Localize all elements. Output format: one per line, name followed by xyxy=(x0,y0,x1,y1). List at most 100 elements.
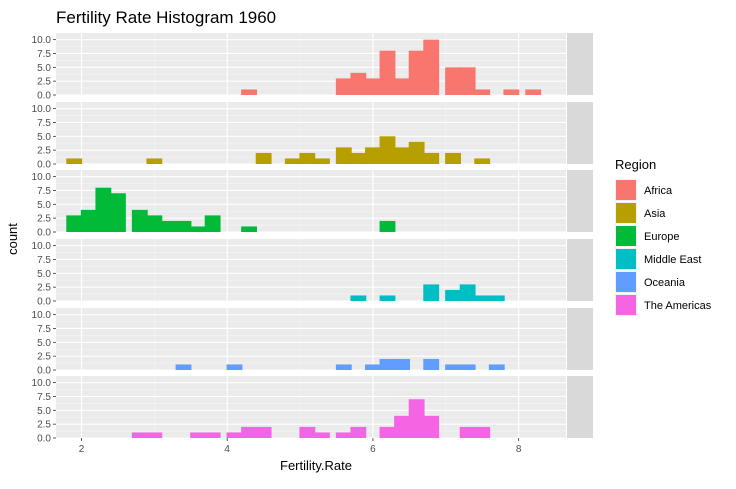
bar-asia xyxy=(66,158,83,164)
bar-asia xyxy=(255,152,272,164)
bar-europe xyxy=(80,209,97,232)
bar-europe xyxy=(175,220,192,232)
x-tick-label: 4 xyxy=(224,444,230,455)
y-tick-label: 2.5 xyxy=(37,214,51,225)
y-axis-label: count xyxy=(5,223,20,255)
y-tick-label: 7.5 xyxy=(37,118,51,129)
bar-asia xyxy=(408,141,425,164)
facet-strip xyxy=(567,308,593,370)
bar-oceania xyxy=(226,364,243,370)
y-tick-label: 0.0 xyxy=(37,297,51,308)
bar-africa xyxy=(394,78,410,95)
bar-asia xyxy=(394,147,410,164)
bar-oceania xyxy=(379,358,396,370)
bar-the-americas xyxy=(190,432,206,438)
panel-background xyxy=(56,239,566,301)
bar-africa xyxy=(423,39,440,95)
bar-asia xyxy=(445,152,461,164)
bar-middle-east xyxy=(423,284,440,301)
facet-strip xyxy=(567,376,593,438)
bar-europe xyxy=(66,215,83,232)
x-tick-label: 8 xyxy=(516,444,522,455)
y-tick-label: 7.5 xyxy=(37,324,51,335)
y-tick-label: 10.0 xyxy=(32,241,52,252)
y-tick-label: 2.5 xyxy=(37,420,51,431)
facet-panel-africa: 0.02.55.07.510.0Africa xyxy=(32,33,593,102)
bar-the-americas xyxy=(314,432,330,438)
bar-the-americas xyxy=(394,415,410,438)
bar-the-americas xyxy=(474,426,491,438)
legend-swatch-oceania xyxy=(616,272,636,292)
y-tick-label: 5.0 xyxy=(37,269,51,280)
bar-asia xyxy=(379,136,396,164)
bar-oceania xyxy=(394,358,410,370)
bar-europe xyxy=(95,187,112,232)
legend-label-europe: Europe xyxy=(644,231,679,243)
facet-panels: 0.02.55.07.510.0Africa0.02.55.07.510.0As… xyxy=(32,33,593,445)
y-tick-label: 10.0 xyxy=(32,35,52,46)
y-tick-label: 0.0 xyxy=(37,91,51,102)
bar-asia xyxy=(365,147,381,164)
bar-asia xyxy=(350,152,367,164)
y-tick-label: 5.0 xyxy=(37,63,51,74)
bar-the-americas xyxy=(379,426,396,438)
y-tick-label: 0.0 xyxy=(37,160,51,171)
bar-middle-east xyxy=(459,284,476,301)
facet-strip xyxy=(567,170,593,232)
bar-europe xyxy=(241,226,257,232)
y-tick-label: 7.5 xyxy=(37,255,51,266)
bar-the-americas xyxy=(226,432,243,438)
bar-asia xyxy=(474,158,491,164)
bar-africa xyxy=(525,89,542,95)
x-axis: 2 4 6 8 xyxy=(79,438,522,455)
bar-oceania xyxy=(488,364,505,370)
legend: Region Africa Asia Europe Middle East Oceani… xyxy=(615,157,712,316)
bar-the-americas xyxy=(459,426,476,438)
facet-strip xyxy=(567,102,593,164)
bar-the-americas xyxy=(335,432,352,438)
legend-swatch-the-americas xyxy=(616,295,636,315)
bar-europe xyxy=(110,193,126,232)
legend-swatch-europe xyxy=(616,226,636,246)
panel-background xyxy=(56,308,566,370)
bar-asia xyxy=(335,147,352,164)
y-tick-label: 5.0 xyxy=(37,132,51,143)
bar-africa xyxy=(459,67,476,95)
facet-panel-middle-east: 0.02.55.07.510.0Middle East xyxy=(32,239,593,308)
bar-the-americas xyxy=(204,432,221,438)
bar-europe xyxy=(146,215,163,232)
bar-oceania xyxy=(365,364,381,370)
legend-swatch-middle-east xyxy=(616,249,636,269)
legend-swatch-africa xyxy=(616,180,636,200)
bar-oceania xyxy=(445,364,461,370)
panel-background xyxy=(56,33,566,95)
bar-the-americas xyxy=(423,415,440,438)
y-tick-label: 10.0 xyxy=(32,104,52,115)
bar-africa xyxy=(408,50,425,95)
bar-middle-east xyxy=(445,289,461,301)
bar-the-americas xyxy=(255,426,272,438)
x-axis-label: Fertility.Rate xyxy=(280,458,352,473)
bar-africa xyxy=(241,89,257,95)
facet-strip xyxy=(567,33,593,95)
y-tick-label: 0.0 xyxy=(37,434,51,445)
bar-asia xyxy=(423,152,440,164)
bar-the-americas xyxy=(131,432,148,438)
y-tick-label: 7.5 xyxy=(37,49,51,60)
bar-the-americas xyxy=(146,432,163,438)
bar-middle-east xyxy=(474,295,491,301)
facet-panel-the-americas: 0.02.55.07.510.0The Americas xyxy=(32,376,593,445)
bar-oceania xyxy=(423,358,440,370)
y-tick-label: 0.0 xyxy=(37,366,51,377)
bar-africa xyxy=(379,50,396,95)
bar-africa xyxy=(503,89,520,95)
facet-panel-europe: 0.02.55.07.510.0Europe xyxy=(32,170,593,239)
x-tick-label: 6 xyxy=(370,444,376,455)
y-tick-label: 2.5 xyxy=(37,146,51,157)
bar-europe xyxy=(131,209,148,232)
legend-label-middle-east: Middle East xyxy=(644,254,701,266)
bar-africa xyxy=(474,89,491,95)
y-tick-label: 2.5 xyxy=(37,352,51,363)
bar-middle-east xyxy=(488,295,505,301)
y-tick-label: 0.0 xyxy=(37,228,51,239)
